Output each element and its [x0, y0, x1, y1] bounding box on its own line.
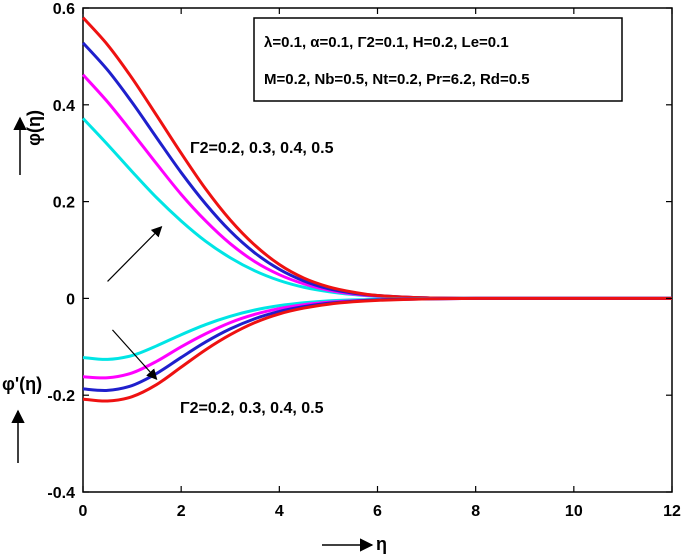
x-tick-label: 4	[275, 503, 284, 520]
x-axis-label: η	[376, 534, 387, 554]
x-tick-label: 12	[663, 503, 681, 520]
series-line-phi_prime-1	[82, 296, 672, 361]
x-tick-label: 2	[177, 503, 186, 520]
legend-line-1: λ=0.1, α=0.1, Γ2=0.1, H=0.2, Le=0.1	[264, 34, 509, 51]
tick-layer: 0 2 4 6 8 10 12 -0.4 -0.2 0 0.2 0.4 0.6	[47, 1, 681, 520]
series-layer	[81, 16, 672, 403]
x-tick-label: 0	[79, 503, 88, 520]
annotation-phi-prime-label: Γ2=0.2, 0.3, 0.4, 0.5	[180, 400, 324, 417]
annotation-phi-arrow	[107, 225, 163, 282]
x-tick-label: 10	[565, 503, 583, 520]
series-line-phi-1	[81, 117, 672, 300]
annotation-phi-label: Γ2=0.2, 0.3, 0.4, 0.5	[190, 140, 334, 157]
y-tick-label: 0.4	[53, 98, 75, 115]
series-line-phi_prime-4	[82, 296, 672, 403]
series-line-phi-2	[81, 73, 672, 300]
legend-box: λ=0.1, α=0.1, Γ2=0.1, H=0.2, Le=0.1 M=0.…	[253, 17, 623, 102]
y-tick-label: 0	[66, 291, 75, 308]
y-tick-label: 0.6	[53, 1, 75, 18]
series-line-phi_prime-3	[82, 296, 672, 392]
y-tick-label: -0.2	[47, 388, 75, 405]
x-tick-label: 8	[471, 503, 480, 520]
y-tick-label: -0.4	[47, 485, 75, 502]
annotation-phi-prime-arrow	[112, 329, 158, 381]
x-tick-label: 6	[373, 503, 382, 520]
legend-line-2: M=0.2, Nb=0.5, Nt=0.2, Pr=6.2, Rd=0.5	[264, 71, 530, 88]
y-tick-label: 0.2	[53, 195, 75, 212]
y-axis-label-phi-prime: φ'(η)	[2, 374, 42, 394]
y-axis-label-phi: φ(η)	[24, 110, 44, 146]
